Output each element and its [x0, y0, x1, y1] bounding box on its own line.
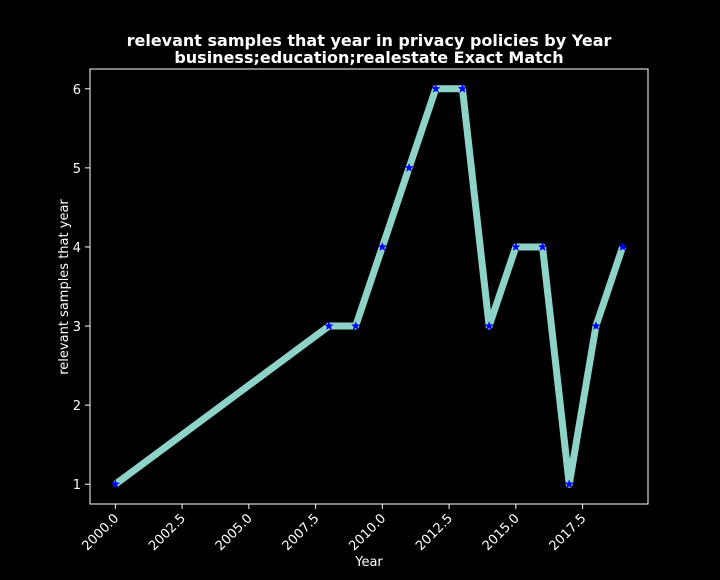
x-tick-label: 2010.0 — [346, 511, 389, 554]
x-tick-label: 2005.0 — [213, 511, 256, 554]
x-tick-label: 2000.0 — [79, 511, 122, 554]
y-tick-label: 2 — [73, 399, 81, 414]
chart-subtitle: business;education;realestate Exact Matc… — [174, 48, 563, 67]
data-point-star — [484, 321, 494, 331]
plot-frame — [89, 68, 649, 505]
x-tick-label: 2007.5 — [280, 511, 323, 554]
data-point-star — [564, 479, 574, 489]
y-axis-label: relevant samples that year — [57, 199, 72, 375]
y-tick-label: 4 — [73, 241, 81, 256]
x-tick-label: 2002.5 — [146, 511, 189, 554]
y-tick-label: 6 — [73, 83, 81, 98]
chart-title: relevant samples that year in privacy po… — [127, 31, 612, 50]
data-point-star — [431, 83, 441, 93]
y-tick-label: 1 — [73, 478, 81, 493]
data-point-star — [457, 83, 468, 93]
x-axis-label: Year — [354, 555, 383, 570]
data-point-star — [377, 242, 388, 251]
y-tick-label: 3 — [73, 320, 81, 335]
data-point-star — [324, 321, 334, 331]
data-point-star — [350, 321, 361, 331]
series-line — [113, 85, 626, 488]
data-point-star — [537, 242, 548, 251]
data-point-star — [404, 162, 414, 172]
data-point-star — [591, 321, 601, 331]
data-point-star — [617, 242, 628, 251]
x-tick-label: 2012.5 — [413, 511, 456, 554]
data-point-star — [511, 242, 521, 251]
plot-area: 2000.0 2002.5 2005.0 2007.5 2010.0 2012.5 2015… — [73, 68, 649, 554]
x-tick-label: 2017.5 — [547, 511, 590, 554]
data-point-star — [110, 479, 121, 489]
x-tick-label: 2015.0 — [480, 511, 523, 554]
y-tick-label: 5 — [73, 162, 81, 177]
